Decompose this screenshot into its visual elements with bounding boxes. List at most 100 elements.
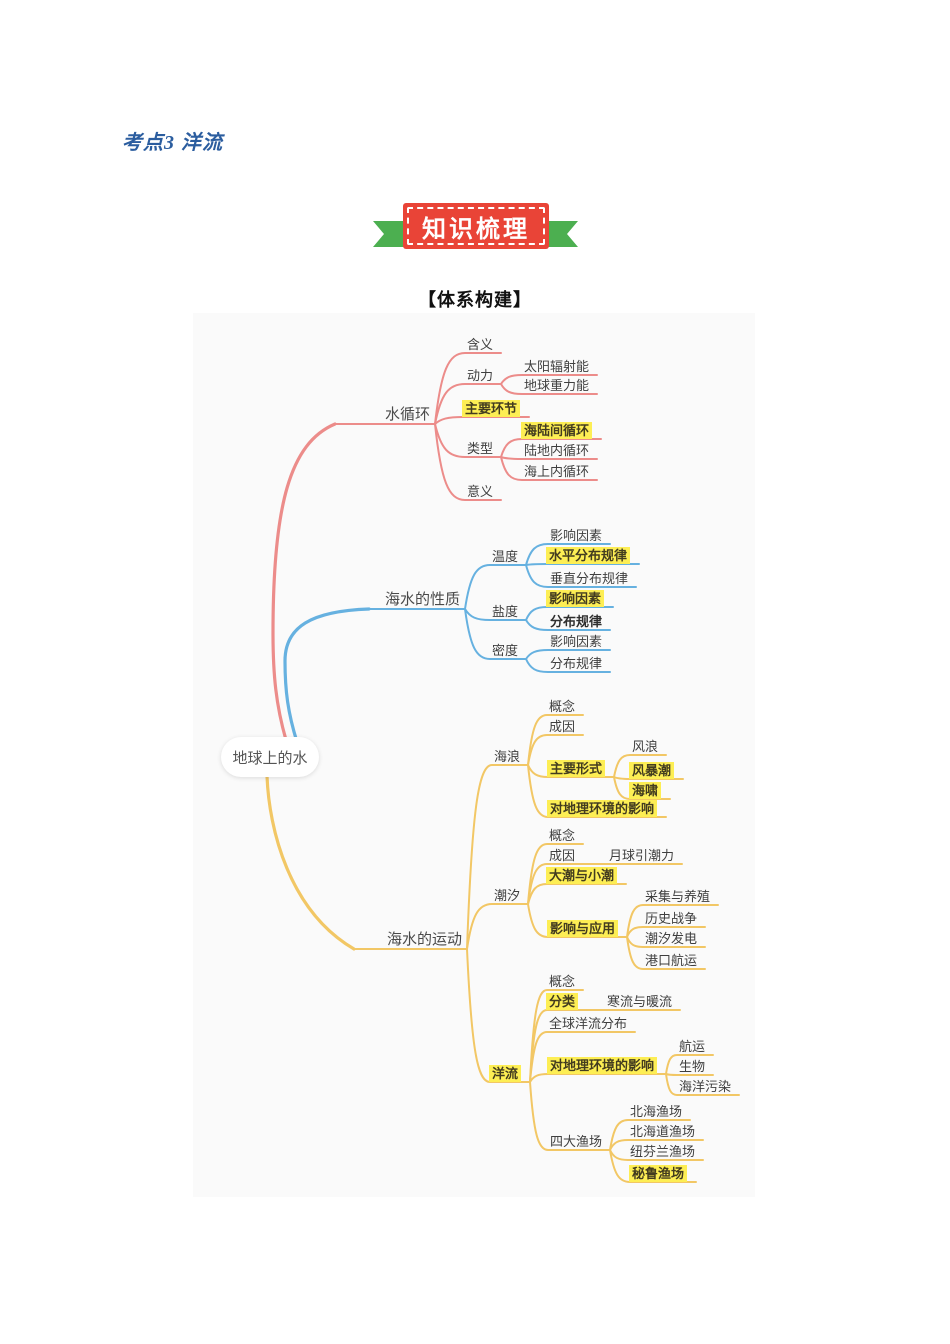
mindmap-node-haishuiyundong: 海水的运动	[387, 931, 463, 948]
branch-line	[525, 564, 637, 588]
mindmap-node-midu: 密度	[492, 643, 519, 658]
branch-line	[464, 608, 527, 621]
branch-line	[265, 774, 356, 951]
mindmap-node-yangliu: 洋流	[489, 1065, 522, 1082]
mindmap-node-yandu: 盐度	[492, 604, 519, 619]
mindmap-node-chaoxi_gainian: 概念	[549, 828, 576, 843]
branch-line	[525, 543, 611, 566]
mindmap-node-hanyi: 含义	[467, 337, 494, 352]
mindmap-node-shuipingfenbu: 水平分布规律	[546, 547, 631, 564]
mindmap-node-hanliunuanliu: 寒流与暖流	[607, 994, 673, 1009]
mindmap-node-beihaiyuchang: 北海渔场	[630, 1104, 683, 1119]
mindmap-node-fengbaochao: 风暴潮	[629, 762, 675, 779]
mindmap-node-haixiao: 海啸	[629, 782, 662, 799]
mindmap-node-wendu_yingxiang: 影响因素	[550, 528, 603, 543]
mindmap-node-yingxiangyuyingyong: 影响与应用	[547, 920, 619, 937]
mindmap-node-zhuyaoxingshi: 主要形式	[547, 760, 606, 777]
branch-line	[529, 1031, 636, 1083]
branch-line	[626, 926, 706, 938]
branch-line	[665, 1073, 740, 1096]
mindmap-node-zhuyaohuanjie: 主要环节	[462, 400, 521, 417]
section-heading: 【体系构建】	[418, 290, 532, 310]
branch-line	[434, 352, 502, 425]
mindmap-node-hailang_chengyin: 成因	[549, 719, 576, 734]
branch-line	[466, 903, 529, 950]
branch-line	[609, 1139, 704, 1151]
mindmap-node-dachaoxiaochao: 大潮与小潮	[546, 867, 618, 884]
mindmap-root-node: 地球上的水	[221, 737, 319, 777]
mindmap-node-haiyangwuran: 海洋污染	[679, 1079, 732, 1094]
branch-line	[527, 883, 627, 905]
mindmap-node-yiyi: 意义	[467, 484, 494, 499]
branch-line	[500, 456, 598, 481]
mindmap-node-shuixunhuan: 水循环	[385, 406, 431, 423]
mindmap-node-chaoxifadian: 潮汐发电	[645, 931, 698, 946]
mindmap-node-caijiyangzhi: 采集与养殖	[645, 889, 711, 904]
branch-line	[283, 607, 371, 744]
branch-line	[525, 658, 611, 673]
mindmap-node-fenglang: 风浪	[632, 739, 659, 754]
branch-line	[613, 754, 667, 778]
branch-line	[434, 383, 502, 425]
mindmap-node-fenlei: 分类	[546, 993, 579, 1010]
branch-line	[527, 903, 628, 938]
mindmap-node-chaoxi_chengyin: 成因	[549, 848, 576, 863]
mindmap-node-chaoxi: 潮汐	[494, 888, 521, 903]
mindmap-node-haishangneixunhuan: 海上内循环	[524, 464, 590, 479]
branch-line	[525, 649, 611, 660]
branch-line	[434, 416, 530, 425]
branch-line	[500, 438, 602, 458]
banner-box: 知识梳理	[403, 203, 549, 249]
branch-line	[500, 383, 598, 395]
branch-line	[434, 423, 502, 501]
branch-line	[464, 608, 527, 660]
page-title: 考点3 洋流	[122, 132, 223, 154]
mindmap-node-yangliu_gainian: 概念	[549, 974, 576, 989]
mindmap-node-midu_yingxiang: 影响因素	[550, 634, 603, 649]
branch-line	[500, 374, 598, 385]
mindmap-node-wendu: 温度	[492, 549, 519, 564]
branch-line	[525, 619, 611, 631]
mindmap-node-yangliu_yingxiang: 对地理环境的影响	[547, 1057, 658, 1074]
branch-line	[626, 936, 706, 970]
branch-line	[525, 606, 614, 621]
mindmap-node-yueqiuyinchaoli: 月球引潮力	[609, 848, 675, 863]
branch-line	[525, 563, 640, 566]
mindmap-node-yandu_fenbu: 分布规律	[550, 614, 603, 629]
mindmap-node-dongli: 动力	[467, 368, 494, 383]
branch-line	[529, 1073, 667, 1083]
mindmap-node-leixing: 类型	[467, 441, 494, 456]
branch-line	[529, 1081, 611, 1151]
mindmap-node-niufenlanyuchang: 纽芬兰渔场	[630, 1144, 696, 1159]
mindmap-node-midu_fenbu: 分布规律	[550, 656, 603, 671]
mindmap-node-ludineixunhuan: 陆地内循环	[524, 443, 590, 458]
mindmap-node-hangyun: 航运	[679, 1039, 706, 1054]
mindmap-node-diqiuzhongli: 地球重力能	[524, 378, 590, 393]
branch-line	[609, 1119, 691, 1151]
mindmap-node-hailang_gainian: 概念	[549, 699, 576, 714]
mindmap-node-sidayuchang: 四大渔场	[550, 1134, 603, 1149]
mindmap-node-lishizhanzheng: 历史战争	[645, 911, 698, 926]
mindmap-node-biluyuchang: 秘鲁渔场	[629, 1165, 688, 1182]
mindmap-node-yandu_yingxiang: 影响因素	[546, 590, 605, 607]
banner-label: 知识梳理	[422, 215, 530, 243]
mindmap-node-gangkouhangyun: 港口航运	[645, 953, 698, 968]
mindmap-canvas: 地球上的水 水循环 含义 动力 太阳辐射能 地球重力能 主要环节 类型 海陆间循环 陆地内循环海…	[193, 313, 755, 1197]
mindmap-node-chuizhifenbu: 垂直分布规律	[550, 571, 629, 586]
branch-line	[500, 456, 598, 460]
branch-line	[466, 764, 529, 950]
branch-line	[527, 734, 584, 766]
branch-line	[466, 948, 531, 1083]
mindmap-node-haishuixingzhi: 海水的性质	[385, 591, 461, 608]
branch-line	[626, 904, 719, 938]
branch-line	[609, 1149, 697, 1183]
branch-line	[613, 776, 671, 800]
mindmap-node-beihaidaoyuchang: 北海道渔场	[630, 1124, 696, 1139]
branch-line	[464, 564, 527, 610]
mindmap-node-taiyangfushe: 太阳辐射能	[524, 359, 590, 374]
mindmap-node-hailang_yingxiang: 对地理环境的影响	[547, 800, 658, 817]
branch-line	[665, 1054, 714, 1075]
mindmap-node-hailang: 海浪	[494, 749, 521, 764]
knowledge-banner: 知识梳理	[373, 203, 578, 255]
